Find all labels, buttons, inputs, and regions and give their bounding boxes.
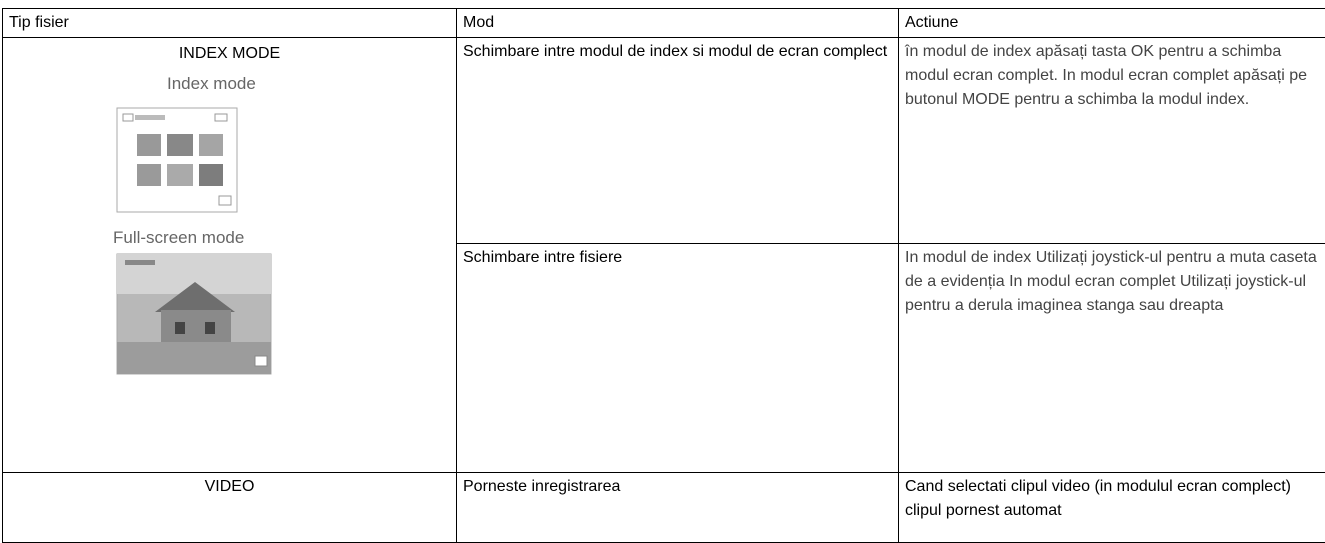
file-type: INDEX MODE xyxy=(9,42,450,66)
mode-cell: Porneste inregistrarea xyxy=(457,473,899,543)
index-thumbnail xyxy=(115,106,241,216)
page: Tip fisier Mod Actiune INDEX MODE Index … xyxy=(0,0,1325,528)
fullscreen-photo xyxy=(115,252,275,378)
playback-table: Tip fisier Mod Actiune INDEX MODE Index … xyxy=(2,8,1325,543)
figure-label: Index mode xyxy=(167,72,256,96)
header-row: Tip fisier Mod Actiune xyxy=(3,9,1325,38)
row: INDEX MODE Index mode Full-screen mode xyxy=(3,38,1325,244)
action-cell: Cand selectati clipul video (in modulul … xyxy=(899,473,1325,543)
figure-label: Full-screen mode xyxy=(113,226,244,250)
mode-cell: Schimbare intre modul de index si modul … xyxy=(457,38,899,244)
file-type-cell: INDEX MODE Index mode Full-screen mode xyxy=(3,38,457,473)
row: VIDEO Porneste inregistrarea Cand select… xyxy=(3,473,1325,543)
action-cell: în modul de index apăsați tasta OK pentr… xyxy=(899,38,1325,244)
figure: Index mode Full-screen mode xyxy=(9,66,450,466)
mode-cell: Schimbare intre fisiere xyxy=(457,244,899,473)
header-cell: Actiune xyxy=(899,9,1325,38)
file-type-cell: VIDEO xyxy=(3,473,457,543)
header-cell: Mod xyxy=(457,9,899,38)
action-cell: In modul de index Utilizați joystick-ul … xyxy=(899,244,1325,473)
header-cell: Tip fisier xyxy=(3,9,457,38)
